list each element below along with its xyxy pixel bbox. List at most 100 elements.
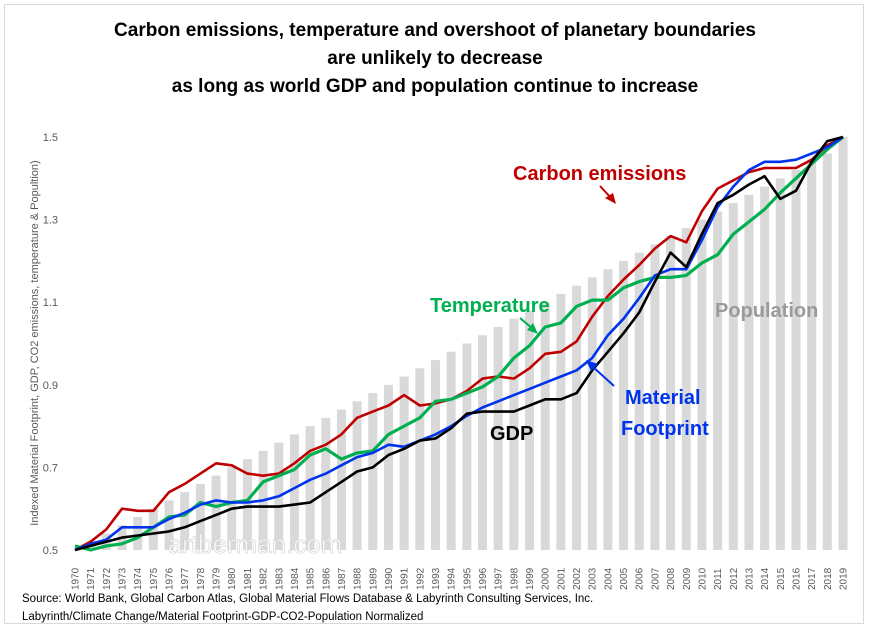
x-tick-label-1984: 1984	[290, 567, 301, 590]
x-tick-label-2008: 2008	[666, 567, 677, 590]
population-bar-2011	[713, 211, 723, 550]
chart-title-line-1: Carbon emissions, temperature and oversh…	[114, 20, 756, 41]
population-bar-1970	[70, 550, 80, 551]
annotation-gdp: GDP	[490, 423, 533, 445]
x-tick-label-2016: 2016	[791, 567, 802, 590]
population-bar-2014	[760, 186, 770, 550]
x-tick-label-2011: 2011	[713, 568, 724, 590]
x-tick-label-2014: 2014	[760, 567, 771, 590]
population-bar-1974	[133, 516, 143, 550]
population-bar-1979	[211, 475, 221, 550]
population-bar-2016	[791, 170, 801, 551]
y-tick-label: 0.7	[43, 462, 58, 474]
population-bar-1997	[493, 326, 503, 550]
population-bar-1988	[352, 401, 362, 550]
x-tick-label-2012: 2012	[729, 567, 740, 590]
series-line-gdp	[74, 135, 844, 552]
population-bar-1995	[462, 343, 472, 550]
population-bar-2019	[838, 137, 848, 550]
source-line-1: Source: World Bank, Global Carbon Atlas,…	[22, 593, 593, 605]
population-bar-1981	[242, 459, 252, 550]
population-bar-2010	[697, 219, 707, 550]
y-tick-label: 1.3	[43, 215, 58, 227]
chart-title-line-2: are unlikely to decrease	[327, 48, 542, 69]
x-tick-label-1985: 1985	[306, 567, 317, 590]
x-tick-label-1990: 1990	[384, 567, 395, 590]
y-axis-label: Indexed Material Footprint, GDP, CO2 emi…	[29, 160, 41, 525]
chart-title-line-3: as long as world GDP and population cont…	[172, 76, 698, 97]
x-tick-label-1997: 1997	[494, 567, 505, 590]
x-tick-label-1991: 1991	[400, 567, 411, 590]
x-tick-label-1994: 1994	[447, 567, 458, 590]
y-tick-label: 0.9	[43, 380, 58, 392]
x-tick-label-2003: 2003	[588, 567, 599, 590]
x-tick-label-1970: 1970	[71, 567, 82, 590]
x-tick-label-1975: 1975	[149, 567, 160, 590]
x-tick-label-1971: 1971	[86, 567, 97, 590]
annotation-population: Population	[715, 300, 818, 322]
x-tick-label-2007: 2007	[650, 567, 661, 590]
population-bar-2009	[681, 227, 691, 551]
population-bar-2003	[587, 277, 597, 550]
x-tick-label-2005: 2005	[619, 567, 630, 590]
population-bar-2017	[807, 161, 817, 550]
x-tick-label-1977: 1977	[180, 567, 191, 590]
x-tick-label-1996: 1996	[478, 567, 489, 590]
x-tick-label-2001: 2001	[556, 567, 567, 590]
x-tick-label-1992: 1992	[415, 567, 426, 590]
population-bar-1990	[383, 384, 393, 550]
arrow-head-material	[586, 360, 598, 371]
x-tick-label-1980: 1980	[227, 567, 238, 590]
x-tick-label-1981: 1981	[243, 567, 254, 590]
population-bar-2006	[634, 252, 644, 550]
population-bar-2018	[822, 153, 832, 550]
x-tick-label-1972: 1972	[102, 567, 113, 590]
x-tick-label-1983: 1983	[274, 567, 285, 590]
population-bar-1976	[164, 500, 174, 550]
arrow-material	[591, 365, 615, 387]
annotation-material-line-2: Footprint	[621, 418, 709, 440]
x-tick-label-1995: 1995	[462, 567, 473, 590]
watermark: artberman.com	[168, 529, 343, 559]
population-bar-1977	[180, 492, 190, 550]
annotation-temperature: Temperature	[430, 295, 550, 317]
x-tick-label-1978: 1978	[196, 567, 207, 590]
annotation-material-line-1: Material	[625, 387, 701, 409]
arrow-head-temperature	[527, 323, 538, 334]
population-bar-1985	[305, 426, 315, 550]
x-tick-label-1979: 1979	[212, 567, 223, 590]
x-tick-label-1999: 1999	[525, 567, 536, 590]
population-bar-1993	[430, 360, 440, 550]
population-bar-1986	[321, 417, 331, 550]
population-bar-2007	[650, 244, 660, 550]
population-bar-1978	[195, 483, 205, 550]
population-bar-1999	[525, 310, 535, 550]
chart-frame	[4, 4, 864, 624]
x-tick-label-1989: 1989	[368, 567, 379, 590]
annotation-carbon-emissions: Carbon emissions	[513, 163, 686, 185]
x-tick-label-2017: 2017	[807, 567, 818, 590]
population-bar-1998	[509, 318, 519, 550]
population-bar-2002	[572, 285, 582, 550]
source-line-2: Labyrinth/Climate Change/Material Footpr…	[22, 611, 423, 623]
population-bar-2005	[619, 260, 629, 550]
x-tick-label-1988: 1988	[353, 567, 364, 590]
x-tick-label-2002: 2002	[572, 567, 583, 590]
population-bar-1996	[478, 335, 488, 550]
x-tick-label-1974: 1974	[133, 567, 144, 590]
x-tick-label-2009: 2009	[682, 567, 693, 590]
x-tick-label-1976: 1976	[165, 567, 176, 590]
x-tick-label-2019: 2019	[839, 567, 850, 590]
population-bar-1994	[446, 351, 456, 550]
population-bar-2001	[556, 293, 566, 550]
y-tick-label: 1.5	[43, 132, 58, 144]
x-tick-label-1987: 1987	[337, 567, 348, 590]
x-tick-label-2010: 2010	[697, 567, 708, 590]
x-tick-label-1986: 1986	[321, 567, 332, 590]
population-bar-2012	[728, 203, 738, 550]
x-tick-label-2015: 2015	[776, 567, 787, 590]
x-tick-label-1998: 1998	[509, 567, 520, 590]
arrow-head-carbon	[605, 193, 616, 204]
population-bar-2015	[775, 178, 785, 551]
